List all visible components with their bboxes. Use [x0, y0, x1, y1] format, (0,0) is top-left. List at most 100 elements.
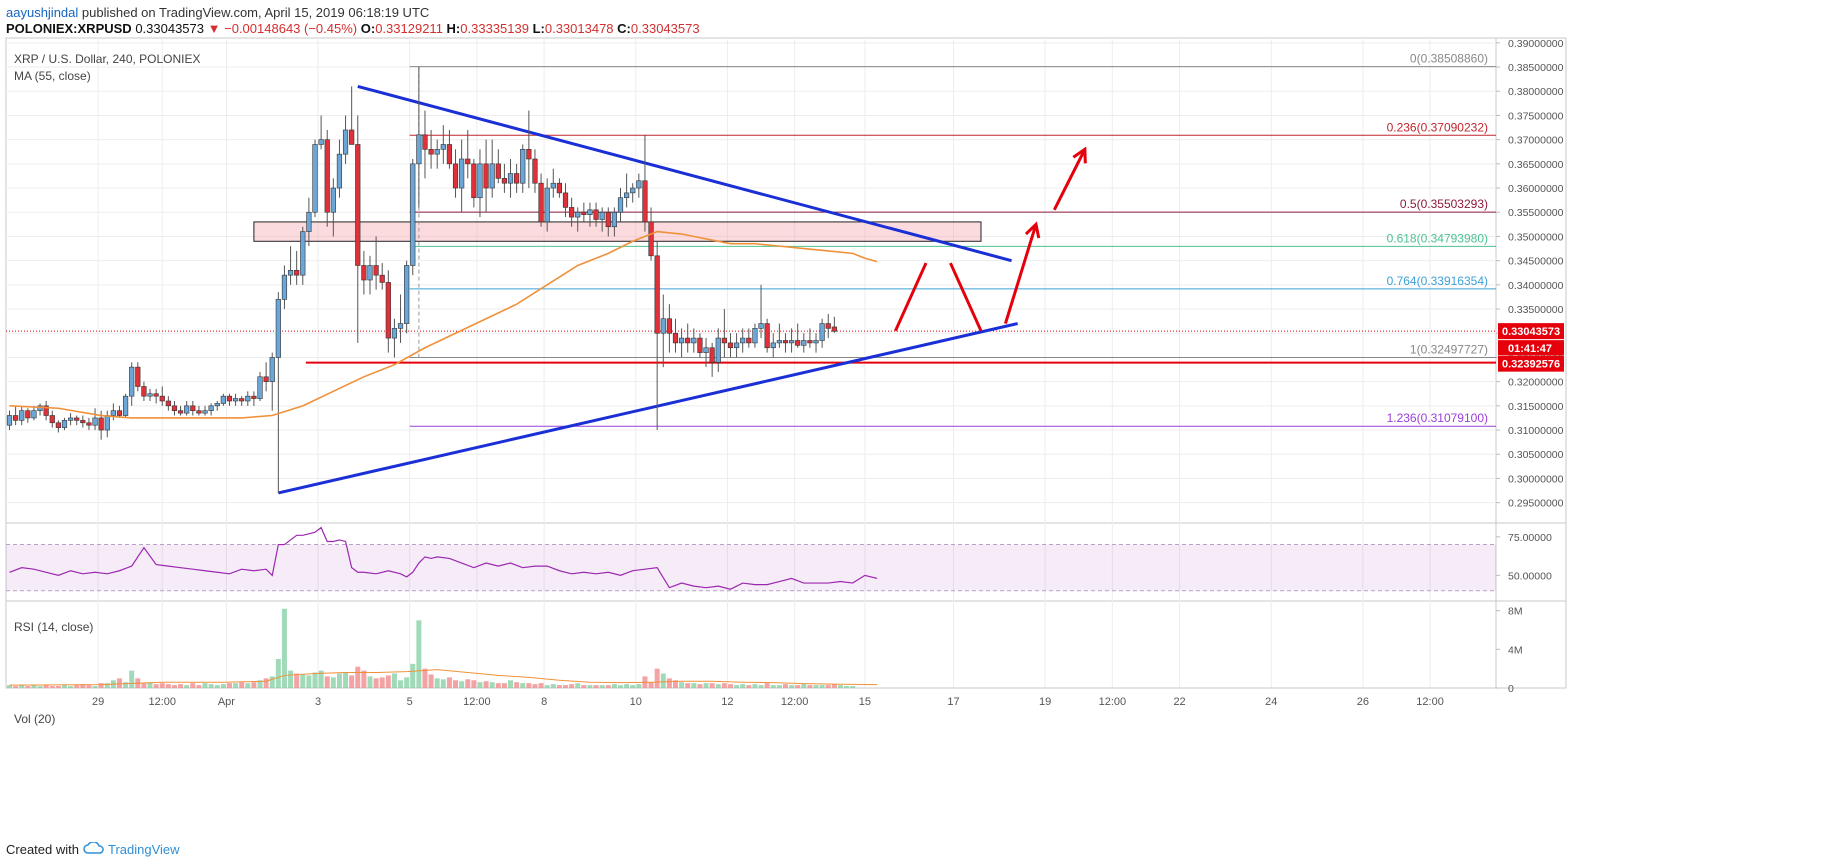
volume-bar — [495, 683, 501, 688]
candle — [721, 309, 727, 358]
volume-bar — [92, 686, 98, 688]
candle-body — [153, 393, 159, 397]
candle — [355, 115, 361, 343]
volume-bar — [532, 684, 538, 688]
volume-bar — [819, 685, 825, 688]
volume-bar — [587, 685, 593, 688]
volume-bar — [776, 685, 782, 688]
volume-bar — [422, 668, 428, 688]
candle — [593, 202, 599, 227]
candle — [642, 134, 648, 232]
volume-bar — [275, 659, 281, 688]
candle-body — [544, 187, 550, 223]
volume-bar — [605, 685, 611, 688]
candle-body — [324, 139, 330, 213]
vol-tick-label: 8M — [1508, 606, 1523, 618]
candle — [678, 328, 685, 358]
volume-bar — [618, 685, 623, 688]
volume-bar — [483, 681, 489, 688]
candle-body — [306, 211, 312, 232]
candle-body — [80, 420, 86, 424]
volume-bar — [379, 677, 385, 688]
volume-bar — [404, 677, 410, 688]
volume-bar — [355, 666, 361, 688]
x-tick-label: Apr — [218, 696, 235, 708]
candle — [397, 294, 404, 343]
countdown-tag: 01:41:47 — [1508, 343, 1552, 355]
candle — [501, 163, 508, 193]
candle-body — [562, 192, 569, 208]
candle-body — [220, 395, 226, 404]
author-link[interactable]: aayushjindal — [6, 5, 79, 20]
y-tick-label: 0.39000000 — [1508, 38, 1564, 50]
last-price: 0.33043573 — [135, 21, 204, 36]
y-tick-label: 0.34000000 — [1508, 280, 1564, 292]
candle — [434, 139, 440, 169]
tradingview-brand[interactable]: TradingView — [108, 842, 180, 857]
x-tick-label: 5 — [407, 696, 413, 708]
candle — [495, 149, 501, 184]
open-label: O: — [360, 21, 376, 36]
candle-body — [764, 323, 770, 349]
candle-body — [801, 340, 807, 346]
fib-level-label: 0(0.38508860) — [1410, 52, 1488, 66]
y-tick-label: 0.36000000 — [1508, 183, 1564, 195]
candle — [25, 408, 31, 423]
volume-bar — [471, 680, 477, 688]
candle-body — [703, 347, 709, 353]
volume-bar — [782, 684, 788, 688]
volume-bar — [477, 682, 483, 688]
candle — [685, 323, 691, 353]
volume-bar — [489, 682, 495, 688]
volume-bar — [428, 674, 434, 688]
candle — [630, 183, 636, 203]
open-value: 0.33129211 — [375, 21, 443, 36]
volume-bar — [306, 675, 312, 688]
volume-bar — [367, 676, 373, 688]
candle-body — [294, 270, 300, 276]
volume-bar — [245, 683, 251, 688]
volume-bar — [654, 668, 660, 688]
candle-body — [361, 265, 367, 281]
candle-body — [514, 173, 520, 184]
candle — [801, 333, 807, 353]
close-label: C: — [617, 21, 631, 36]
candle-body — [257, 376, 263, 399]
candle — [141, 381, 147, 401]
rsi-band — [6, 544, 1496, 591]
candle-body — [165, 400, 171, 407]
candle — [251, 391, 257, 406]
volume-bar — [831, 684, 837, 688]
volume-bar — [648, 682, 654, 688]
candle-body — [25, 410, 31, 419]
candle — [489, 139, 495, 198]
volume-bar — [630, 685, 636, 688]
candle-body — [550, 182, 556, 189]
candle-body — [569, 207, 575, 218]
volume-bar — [330, 677, 336, 688]
volume-bar — [281, 608, 287, 688]
volume-bar — [312, 672, 318, 688]
candle-body — [404, 265, 410, 324]
trendline-lower — [278, 322, 1018, 495]
x-tick-label: 12:00 — [781, 696, 809, 708]
candle-body — [184, 405, 190, 414]
candle-body — [733, 342, 740, 349]
fib-level-label: 0.5(0.35503293) — [1400, 197, 1488, 211]
y-tick-label: 0.34500000 — [1508, 256, 1564, 268]
candle-body — [342, 129, 349, 155]
volume-bar — [159, 683, 165, 688]
volume-bar — [25, 686, 31, 688]
candle-body — [232, 398, 239, 402]
candle — [55, 420, 61, 433]
x-tick-label: 29 — [92, 696, 104, 708]
volume-bar — [288, 670, 294, 688]
volume-bar — [459, 681, 465, 688]
arrow-shaft — [1003, 223, 1038, 325]
volume-bar — [679, 682, 685, 688]
candle-body — [685, 337, 691, 344]
current-price-tag: 0.33043573 — [1502, 326, 1560, 338]
candle — [459, 139, 465, 213]
arrow-shaft — [1052, 148, 1087, 211]
